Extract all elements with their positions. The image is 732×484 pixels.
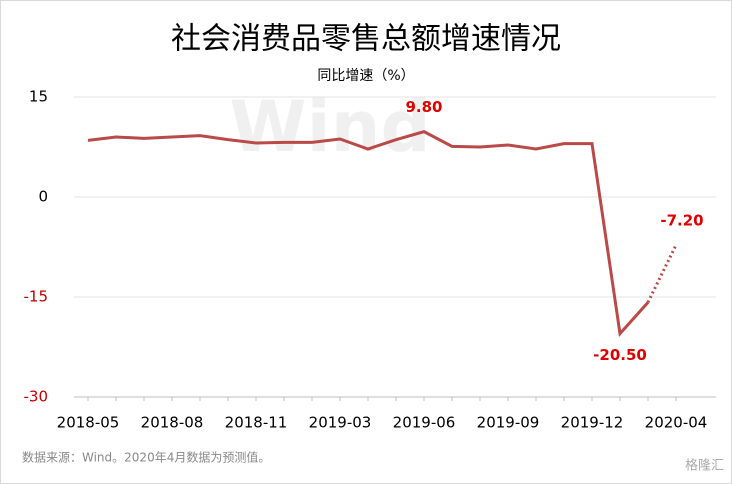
y-tick-label: 0 bbox=[38, 188, 48, 206]
x-tick-label: 2019-09 bbox=[477, 414, 540, 432]
watermark: Wind bbox=[229, 86, 430, 168]
source-note: 数据来源：Wind。2020年4月数据为预测值。 bbox=[22, 450, 270, 465]
x-tick-label: 2019-12 bbox=[561, 414, 624, 432]
x-tick-label: 2018-08 bbox=[141, 414, 204, 432]
y-tick-label: -15 bbox=[24, 288, 49, 306]
data-label: 9.80 bbox=[405, 98, 442, 116]
x-tick-label: 2020-04 bbox=[645, 414, 708, 432]
forecast-segment bbox=[646, 244, 678, 303]
x-tick-label: 2019-03 bbox=[309, 414, 372, 432]
data-label: -7.20 bbox=[660, 212, 703, 230]
data-line bbox=[87, 130, 650, 338]
x-tick-label: 2018-11 bbox=[225, 414, 288, 432]
chart-title: 社会消费品零售总额增速情况 bbox=[171, 22, 561, 57]
x-tick-label: 2018-05 bbox=[57, 414, 120, 432]
y-tick-label: -30 bbox=[24, 388, 49, 406]
x-tick-label: 2019-06 bbox=[393, 414, 456, 432]
logo: 格隆汇 bbox=[685, 458, 724, 474]
data-label: -20.50 bbox=[593, 346, 647, 364]
y-tick-label: 15 bbox=[29, 88, 48, 106]
chart-subtitle: 同比增速（%） bbox=[317, 68, 414, 84]
